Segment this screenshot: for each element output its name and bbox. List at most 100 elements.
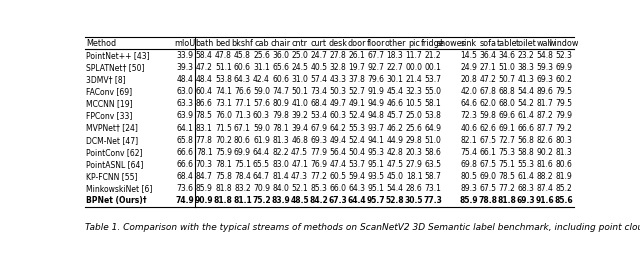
Text: FAConv [69]: FAConv [69] — [86, 87, 132, 96]
Text: MinkowskiNet [6]: MinkowskiNet [6] — [86, 184, 153, 193]
Text: 72.3: 72.3 — [460, 111, 477, 120]
Text: MCCNN [19]: MCCNN [19] — [86, 99, 133, 108]
Text: 64.3: 64.3 — [348, 184, 365, 193]
Text: 23.2: 23.2 — [518, 51, 534, 60]
Text: 64.1: 64.1 — [177, 124, 193, 133]
Text: 27.8: 27.8 — [330, 51, 346, 60]
Text: 36.4: 36.4 — [479, 51, 496, 60]
Text: 24.9: 24.9 — [460, 63, 477, 72]
Text: shower: shower — [436, 39, 465, 48]
Text: 68.8: 68.8 — [499, 87, 515, 96]
Text: 69.9: 69.9 — [234, 148, 251, 157]
Text: 53.8: 53.8 — [215, 75, 232, 84]
Text: 81.8: 81.8 — [214, 197, 233, 205]
Text: 59.0: 59.0 — [253, 87, 270, 96]
Text: KP-FCNN [55]: KP-FCNN [55] — [86, 172, 138, 181]
Text: 81.8: 81.8 — [215, 184, 232, 193]
Text: 71.3: 71.3 — [234, 111, 251, 120]
Text: 67.7: 67.7 — [367, 51, 385, 60]
Text: 90.9: 90.9 — [195, 197, 214, 205]
Text: 56.4: 56.4 — [329, 148, 346, 157]
Text: 81.3: 81.3 — [556, 148, 572, 157]
Text: 60.3: 60.3 — [329, 111, 346, 120]
Text: 48.5: 48.5 — [291, 197, 309, 205]
Text: 80.9: 80.9 — [272, 99, 289, 108]
Text: 52.1: 52.1 — [291, 184, 308, 193]
Text: 81.8: 81.8 — [497, 197, 516, 205]
Text: 85.9: 85.9 — [196, 184, 212, 193]
Text: 95.7: 95.7 — [367, 197, 385, 205]
Text: 81.6: 81.6 — [536, 160, 554, 169]
Text: 85.6: 85.6 — [555, 197, 573, 205]
Text: 57.6: 57.6 — [253, 99, 270, 108]
Text: 53.4: 53.4 — [310, 111, 327, 120]
Text: 52.4: 52.4 — [348, 111, 365, 120]
Text: 79.2: 79.2 — [556, 124, 572, 133]
Text: 82.1: 82.1 — [460, 136, 477, 145]
Text: 58.4: 58.4 — [196, 51, 212, 60]
Text: FPConv [33]: FPConv [33] — [86, 111, 133, 120]
Text: 75.3: 75.3 — [499, 148, 515, 157]
Text: 76.0: 76.0 — [215, 111, 232, 120]
Text: 46.2: 46.2 — [387, 124, 403, 133]
Text: 18.3: 18.3 — [387, 51, 403, 60]
Text: 50.3: 50.3 — [329, 87, 346, 96]
Text: 65.8: 65.8 — [177, 136, 193, 145]
Text: 95.3: 95.3 — [367, 148, 385, 157]
Text: 90.2: 90.2 — [536, 148, 554, 157]
Text: 42.4: 42.4 — [253, 75, 270, 84]
Text: 31.0: 31.0 — [291, 75, 308, 84]
Text: 61.4: 61.4 — [517, 172, 534, 181]
Text: 75.1: 75.1 — [499, 160, 515, 169]
Text: 77.8: 77.8 — [196, 136, 212, 145]
Text: 55.3: 55.3 — [348, 124, 365, 133]
Text: 64.4: 64.4 — [348, 197, 366, 205]
Text: 31.1: 31.1 — [253, 63, 270, 72]
Text: 54.8: 54.8 — [536, 51, 554, 60]
Text: 51.0: 51.0 — [425, 136, 442, 145]
Text: 22.7: 22.7 — [387, 63, 403, 72]
Text: 78.5: 78.5 — [196, 111, 212, 120]
Text: 95.1: 95.1 — [367, 184, 384, 193]
Text: toilet: toilet — [515, 39, 536, 48]
Text: 84.7: 84.7 — [196, 172, 212, 181]
Text: sink: sink — [461, 39, 477, 48]
Text: 60.3: 60.3 — [253, 111, 270, 120]
Text: 64.6: 64.6 — [460, 99, 477, 108]
Text: 82.6: 82.6 — [536, 136, 554, 145]
Text: 47.1: 47.1 — [291, 160, 308, 169]
Text: 48.4: 48.4 — [196, 75, 212, 84]
Text: 42.0: 42.0 — [460, 87, 477, 96]
Text: 48.4: 48.4 — [177, 75, 193, 84]
Text: floor: floor — [367, 39, 385, 48]
Text: 62.0: 62.0 — [479, 99, 496, 108]
Text: 84.0: 84.0 — [272, 184, 289, 193]
Text: bkshf: bkshf — [232, 39, 253, 48]
Text: 81.3: 81.3 — [272, 136, 289, 145]
Text: 58.1: 58.1 — [425, 99, 442, 108]
Text: 24.7: 24.7 — [310, 51, 327, 60]
Text: 73.1: 73.1 — [215, 99, 232, 108]
Text: 28.6: 28.6 — [406, 184, 422, 193]
Text: 59.4: 59.4 — [348, 172, 365, 181]
Text: 64.9: 64.9 — [424, 124, 442, 133]
Text: PointConv [62]: PointConv [62] — [86, 148, 143, 157]
Text: 47.2: 47.2 — [479, 75, 496, 84]
Text: 66.0: 66.0 — [329, 184, 346, 193]
Text: 60.6: 60.6 — [272, 75, 289, 84]
Text: 19.7: 19.7 — [348, 63, 365, 72]
Text: 45.4: 45.4 — [387, 87, 403, 96]
Text: 81.1: 81.1 — [233, 197, 252, 205]
Text: chair: chair — [271, 39, 291, 48]
Text: 69.3: 69.3 — [536, 75, 554, 84]
Text: mIoU: mIoU — [174, 39, 196, 48]
Text: 50.7: 50.7 — [499, 75, 515, 84]
Text: 77.3: 77.3 — [424, 197, 442, 205]
Text: 83.0: 83.0 — [272, 160, 289, 169]
Text: 92.7: 92.7 — [367, 63, 384, 72]
Text: 60.5: 60.5 — [329, 172, 346, 181]
Text: 45.8: 45.8 — [234, 51, 251, 60]
Text: 38.3: 38.3 — [517, 63, 534, 72]
Text: 51.0: 51.0 — [499, 63, 515, 72]
Text: 66.1: 66.1 — [479, 148, 496, 157]
